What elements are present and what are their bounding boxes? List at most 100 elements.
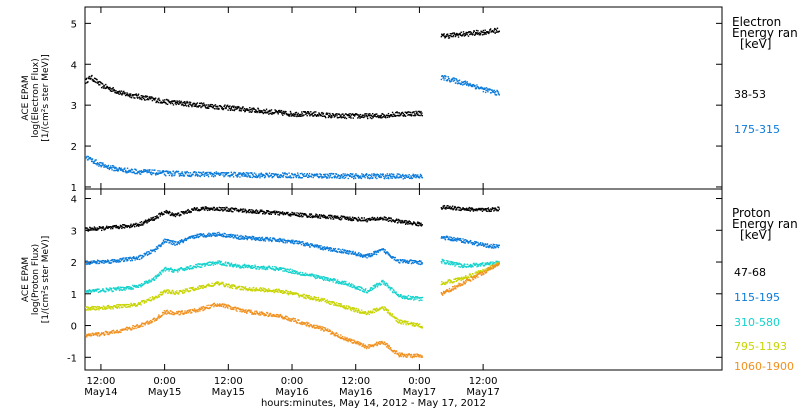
data-point: [123, 259, 125, 261]
data-point: [299, 115, 302, 117]
data-point: [159, 215, 161, 217]
data-point: [249, 237, 252, 239]
data-point: [290, 239, 293, 242]
data-point: [226, 262, 229, 264]
data-point: [305, 175, 308, 177]
data-point: [98, 84, 100, 86]
data-point: [110, 288, 112, 290]
data-point: [265, 111, 267, 114]
data-point: [420, 114, 423, 116]
data-point: [404, 297, 406, 299]
data-point: [221, 207, 224, 209]
data-point: [207, 235, 210, 237]
data-point: [122, 92, 124, 94]
data-point: [266, 237, 269, 240]
data-point: [319, 217, 322, 219]
data-point: [278, 288, 280, 291]
data-point: [85, 78, 87, 81]
data-point: [217, 173, 220, 175]
data-point: [260, 110, 262, 112]
data-point: [90, 77, 92, 80]
data-point: [280, 109, 283, 112]
data-point: [348, 114, 351, 117]
data-point: [317, 276, 319, 278]
data-point: [401, 219, 403, 222]
data-point: [350, 175, 352, 178]
data-point: [348, 218, 351, 220]
data-point: [131, 94, 134, 96]
data-point: [107, 290, 110, 292]
data-point: [368, 174, 370, 177]
data-point: [236, 266, 238, 268]
data-point: [310, 243, 312, 245]
data-point: [275, 268, 277, 270]
data-point: [356, 114, 359, 116]
data-point: [118, 167, 121, 169]
data-point: [329, 248, 331, 251]
data-point: [464, 239, 466, 241]
data-point: [393, 259, 396, 261]
data-point: [325, 217, 327, 220]
data-point: [140, 283, 143, 285]
data-point: [413, 221, 415, 223]
data-point: [157, 217, 160, 219]
data-point: [278, 109, 280, 112]
data-point: [186, 268, 188, 270]
data-point: [271, 240, 273, 243]
data-point: [412, 296, 415, 298]
data-point: [275, 210, 278, 213]
data-point: [164, 291, 167, 294]
data-point: [303, 297, 305, 299]
data-point: [483, 87, 485, 89]
data-point: [112, 290, 114, 293]
data-point: [151, 99, 154, 102]
data-point: [167, 99, 170, 101]
data-point: [226, 105, 228, 108]
data-point: [443, 261, 446, 264]
data-point: [267, 212, 270, 215]
data-point: [141, 257, 143, 259]
data-point: [384, 176, 386, 178]
data-point: [465, 208, 467, 211]
data-point: [171, 100, 173, 102]
data-point: [184, 101, 186, 103]
data-point: [463, 242, 466, 244]
data-point: [388, 177, 390, 180]
data-point: [227, 175, 229, 177]
data-point: [404, 114, 406, 117]
data-point: [262, 111, 264, 114]
data-point: [397, 294, 399, 297]
data-point: [275, 288, 278, 290]
data-point: [183, 213, 185, 215]
data-point: [161, 293, 164, 296]
data-point: [213, 282, 216, 285]
data-point: [318, 215, 320, 217]
data-point: [375, 251, 377, 254]
data-point: [281, 240, 284, 242]
data-point: [372, 218, 374, 221]
data-point: [382, 248, 385, 250]
data-point: [352, 284, 354, 286]
data-point: [283, 238, 285, 240]
data-point: [286, 270, 288, 273]
data-point: [299, 172, 302, 175]
data-point: [479, 34, 481, 36]
data-point: [289, 113, 291, 116]
data-point: [243, 264, 245, 266]
data-point: [154, 275, 156, 278]
data-point: [209, 261, 211, 263]
data-point: [319, 114, 321, 117]
data-point: [406, 262, 409, 264]
data-point: [203, 236, 205, 238]
data-point: [307, 294, 309, 297]
data-point: [135, 257, 137, 260]
data-point: [387, 218, 389, 220]
data-point: [393, 289, 395, 292]
data-point: [115, 289, 118, 291]
data-point: [149, 219, 152, 221]
data-point: [347, 285, 349, 287]
data-point: [316, 277, 318, 279]
data-point: [199, 266, 202, 268]
data-point: [396, 219, 398, 221]
